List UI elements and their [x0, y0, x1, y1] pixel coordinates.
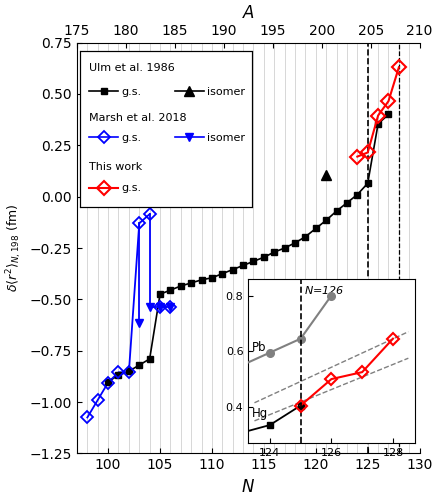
X-axis label: $A$: $A$ [242, 4, 255, 22]
X-axis label: $N$: $N$ [241, 478, 255, 496]
Y-axis label: $\delta\langle r^2\rangle_{N,198}$ (fm): $\delta\langle r^2\rangle_{N,198}$ (fm) [4, 204, 24, 292]
